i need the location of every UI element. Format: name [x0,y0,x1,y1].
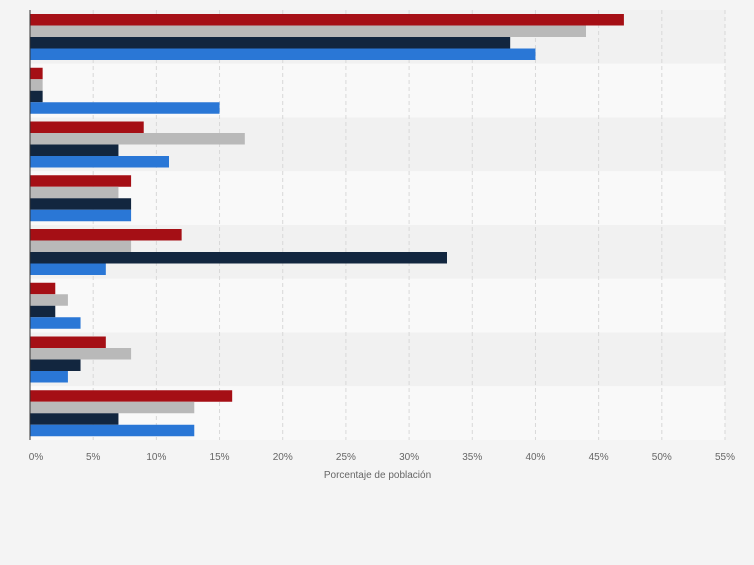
x-tick-label: 40% [525,452,545,463]
bar [30,305,56,318]
x-tick-label: 10% [146,452,166,463]
x-tick-label: 25% [336,452,356,463]
x-tick-label: 15% [210,452,230,463]
bar [30,186,119,199]
bar [30,424,195,437]
bar [30,229,182,241]
bar [30,240,132,252]
bar [30,79,43,91]
x-tick-label: 45% [589,452,609,463]
category-band [30,171,725,225]
x-tick-label: 0% [29,452,44,463]
x-tick-label: 50% [652,452,672,463]
bar [30,371,68,383]
bar [30,14,624,26]
category-band [30,332,725,387]
bar [30,252,447,264]
bar [30,25,586,37]
bar [30,67,43,80]
bar [30,336,106,348]
bar [30,144,119,156]
x-tick-label: 55% [715,452,735,463]
bar [30,263,106,275]
x-axis-title: Porcentaje de población [324,470,431,481]
bar [30,198,132,210]
bar [30,359,81,371]
bar [30,121,144,133]
bar [30,90,43,103]
bar [30,175,132,187]
bar [30,317,81,329]
bar [30,102,220,114]
x-tick-label: 30% [399,452,419,463]
x-tick-label: 20% [273,452,293,463]
bar [30,209,132,222]
bar [30,390,233,402]
bar [30,401,195,414]
bar [30,37,511,49]
x-tick-label: 5% [86,452,101,463]
bar [30,156,169,168]
bar [30,282,56,295]
bar [30,294,68,306]
category-band [30,278,725,333]
bar [30,48,536,60]
bar [30,348,132,360]
bar [30,413,119,425]
bar [30,133,245,145]
x-tick-label: 35% [462,452,482,463]
